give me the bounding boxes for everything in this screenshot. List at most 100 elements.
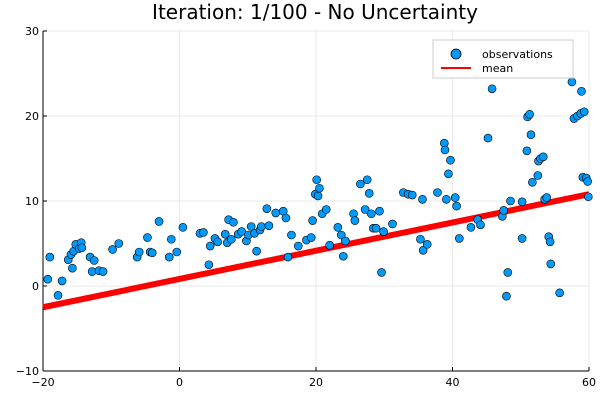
observation-point <box>444 170 452 178</box>
observation-point <box>534 172 542 180</box>
chart-title: Iteration: 1/100 - No Uncertainty <box>152 0 478 24</box>
observation-point <box>135 248 143 256</box>
observation-point <box>442 195 450 203</box>
observation-point <box>488 85 496 93</box>
observation-point <box>365 189 373 197</box>
observation-point <box>284 253 292 261</box>
observation-point <box>165 253 173 261</box>
observation-point <box>543 194 551 202</box>
observation-point <box>351 217 359 225</box>
observation-point <box>155 217 163 225</box>
observation-point <box>263 205 271 213</box>
observation-point <box>507 197 515 205</box>
observation-point <box>326 241 334 249</box>
observation-point <box>282 214 290 222</box>
observation-point <box>584 193 592 201</box>
observation-point <box>339 252 347 260</box>
observation-point <box>272 209 280 217</box>
observation-point <box>253 247 261 255</box>
x-tick-label: 0 <box>176 376 183 389</box>
observation-point <box>476 221 484 229</box>
observation-point <box>265 222 273 230</box>
observation-point <box>441 146 449 154</box>
observation-point <box>44 275 52 283</box>
observation-point <box>518 198 526 206</box>
observation-point <box>167 235 175 243</box>
x-tick-label: 60 <box>582 376 596 389</box>
observation-point <box>115 240 123 248</box>
observation-point <box>199 228 207 236</box>
observation-point <box>523 147 531 155</box>
observation-point <box>363 176 371 184</box>
observation-point <box>504 268 512 276</box>
observation-point <box>227 235 235 243</box>
y-tick-label: 10 <box>25 195 39 208</box>
observation-point <box>388 220 396 228</box>
observation-point <box>58 277 66 285</box>
observation-point <box>451 194 459 202</box>
observation-point <box>287 231 295 239</box>
observation-point <box>214 238 222 246</box>
observation-point <box>446 156 454 164</box>
observation-point <box>173 248 181 256</box>
y-tick-label: 20 <box>25 110 39 123</box>
y-tick-label: −10 <box>16 365 39 378</box>
x-tick-label: 40 <box>446 376 460 389</box>
observation-point <box>375 207 383 215</box>
observation-point <box>54 291 62 299</box>
legend-label-mean: mean <box>482 62 513 75</box>
observation-point <box>418 195 426 203</box>
observation-point <box>46 253 54 261</box>
observation-point <box>294 242 302 250</box>
observation-point <box>518 234 526 242</box>
observation-point <box>90 257 98 265</box>
observation-point <box>500 206 508 214</box>
observation-point <box>577 87 585 95</box>
observation-point <box>334 223 342 231</box>
observation-point <box>580 108 588 116</box>
observation-point <box>433 189 441 197</box>
observation-point <box>526 110 534 118</box>
observation-point <box>502 292 510 300</box>
observation-point <box>527 131 535 139</box>
observation-point <box>453 202 461 210</box>
observation-point <box>68 264 76 272</box>
observation-point <box>546 238 554 246</box>
observation-point <box>341 237 349 245</box>
x-tick-label: 20 <box>309 376 323 389</box>
observation-point <box>455 234 463 242</box>
observation-point <box>78 244 86 252</box>
observation-point <box>309 217 317 225</box>
observation-point <box>416 235 424 243</box>
observation-point <box>556 289 564 297</box>
observation-point <box>484 134 492 142</box>
observation-point <box>378 268 386 276</box>
observation-point <box>257 223 265 231</box>
observation-point <box>322 206 330 214</box>
observation-point <box>143 234 151 242</box>
legend-label-observations: observations <box>482 48 553 61</box>
observation-point <box>206 242 214 250</box>
observation-point <box>205 261 213 269</box>
observation-point <box>315 184 323 192</box>
legend-marker-observations <box>451 49 461 59</box>
observation-point <box>148 249 156 257</box>
observation-point <box>179 223 187 231</box>
observation-point <box>547 260 555 268</box>
observation-point <box>467 223 475 231</box>
observation-point <box>314 192 322 200</box>
y-tick-label: 30 <box>25 25 39 38</box>
observation-point <box>539 153 547 161</box>
observation-point <box>568 78 576 86</box>
y-axis-tick-labels: −100102030 <box>16 25 39 378</box>
observation-point <box>367 210 375 218</box>
observation-point <box>423 240 431 248</box>
observation-point <box>584 177 592 185</box>
observation-point <box>229 218 237 226</box>
observation-point <box>372 224 380 232</box>
legend: observations mean <box>433 40 573 78</box>
observation-point <box>408 191 416 199</box>
observation-point <box>307 234 315 242</box>
observation-point <box>313 176 321 184</box>
